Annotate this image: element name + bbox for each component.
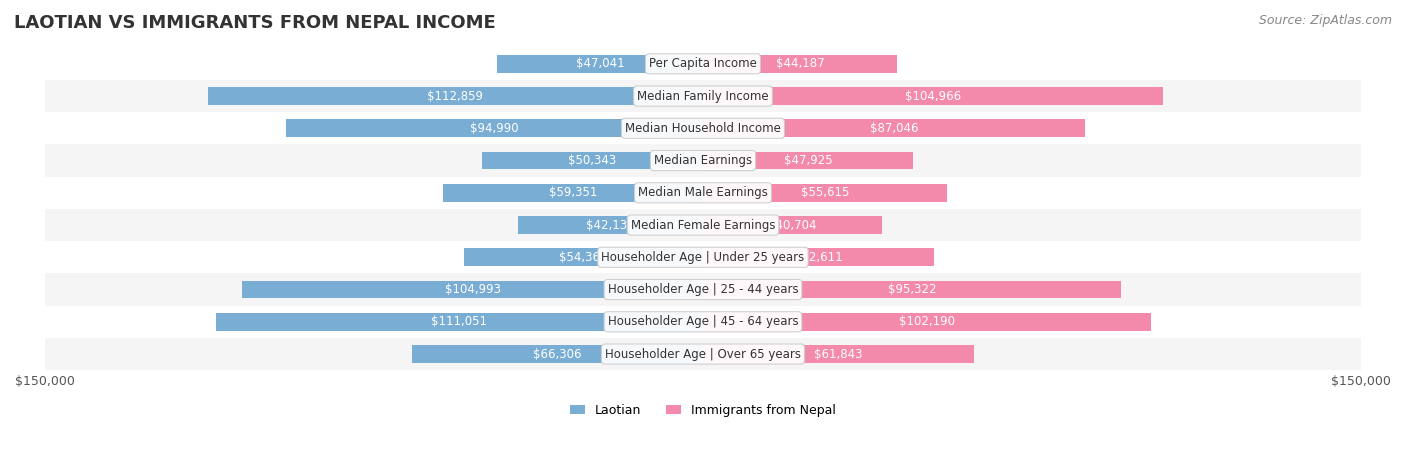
Bar [703, 281, 1121, 298]
Text: Per Capita Income: Per Capita Income [650, 57, 756, 71]
Bar [45, 209, 1361, 241]
Bar [519, 216, 703, 234]
Text: $40,704: $40,704 [768, 219, 817, 232]
Text: $95,322: $95,322 [887, 283, 936, 296]
Text: $66,306: $66,306 [533, 347, 582, 361]
Bar [703, 345, 974, 363]
Text: $102,190: $102,190 [900, 315, 955, 328]
Bar [45, 48, 1361, 80]
Text: $44,187: $44,187 [776, 57, 824, 71]
Bar [703, 152, 914, 170]
Text: $111,051: $111,051 [432, 315, 488, 328]
Bar [208, 87, 703, 105]
Bar [703, 87, 1164, 105]
Bar [287, 120, 703, 137]
Bar [45, 177, 1361, 209]
Text: $61,843: $61,843 [814, 347, 863, 361]
Bar [464, 248, 703, 266]
Bar [703, 248, 934, 266]
Text: $104,993: $104,993 [444, 283, 501, 296]
Text: $55,615: $55,615 [801, 186, 849, 199]
Text: $47,041: $47,041 [575, 57, 624, 71]
Text: $42,133: $42,133 [586, 219, 636, 232]
Text: Householder Age | 25 - 44 years: Householder Age | 25 - 44 years [607, 283, 799, 296]
Text: Householder Age | Over 65 years: Householder Age | Over 65 years [605, 347, 801, 361]
Text: Median Female Earnings: Median Female Earnings [631, 219, 775, 232]
Text: $50,343: $50,343 [568, 154, 617, 167]
Text: $54,369: $54,369 [560, 251, 607, 264]
Bar [45, 306, 1361, 338]
Bar [412, 345, 703, 363]
Bar [45, 241, 1361, 274]
Text: LAOTIAN VS IMMIGRANTS FROM NEPAL INCOME: LAOTIAN VS IMMIGRANTS FROM NEPAL INCOME [14, 14, 496, 32]
Text: Median Household Income: Median Household Income [626, 122, 780, 135]
Text: $112,859: $112,859 [427, 90, 484, 103]
Text: $59,351: $59,351 [548, 186, 598, 199]
Bar [703, 184, 948, 202]
Text: Householder Age | Under 25 years: Householder Age | Under 25 years [602, 251, 804, 264]
Bar [45, 80, 1361, 112]
Bar [45, 338, 1361, 370]
Text: $47,925: $47,925 [783, 154, 832, 167]
Bar [703, 216, 882, 234]
Bar [45, 112, 1361, 144]
Legend: Laotian, Immigrants from Nepal: Laotian, Immigrants from Nepal [565, 399, 841, 422]
Bar [703, 120, 1085, 137]
Bar [496, 55, 703, 73]
Text: $52,611: $52,611 [794, 251, 842, 264]
Bar [703, 55, 897, 73]
Text: Median Earnings: Median Earnings [654, 154, 752, 167]
Text: $94,990: $94,990 [471, 122, 519, 135]
Text: $104,966: $104,966 [905, 90, 962, 103]
Bar [482, 152, 703, 170]
Text: Source: ZipAtlas.com: Source: ZipAtlas.com [1258, 14, 1392, 27]
Bar [45, 144, 1361, 177]
Text: Householder Age | 45 - 64 years: Householder Age | 45 - 64 years [607, 315, 799, 328]
Text: Median Family Income: Median Family Income [637, 90, 769, 103]
Text: Median Male Earnings: Median Male Earnings [638, 186, 768, 199]
Bar [45, 274, 1361, 306]
Bar [443, 184, 703, 202]
Bar [215, 313, 703, 331]
Bar [242, 281, 703, 298]
Bar [703, 313, 1152, 331]
Text: $87,046: $87,046 [870, 122, 918, 135]
